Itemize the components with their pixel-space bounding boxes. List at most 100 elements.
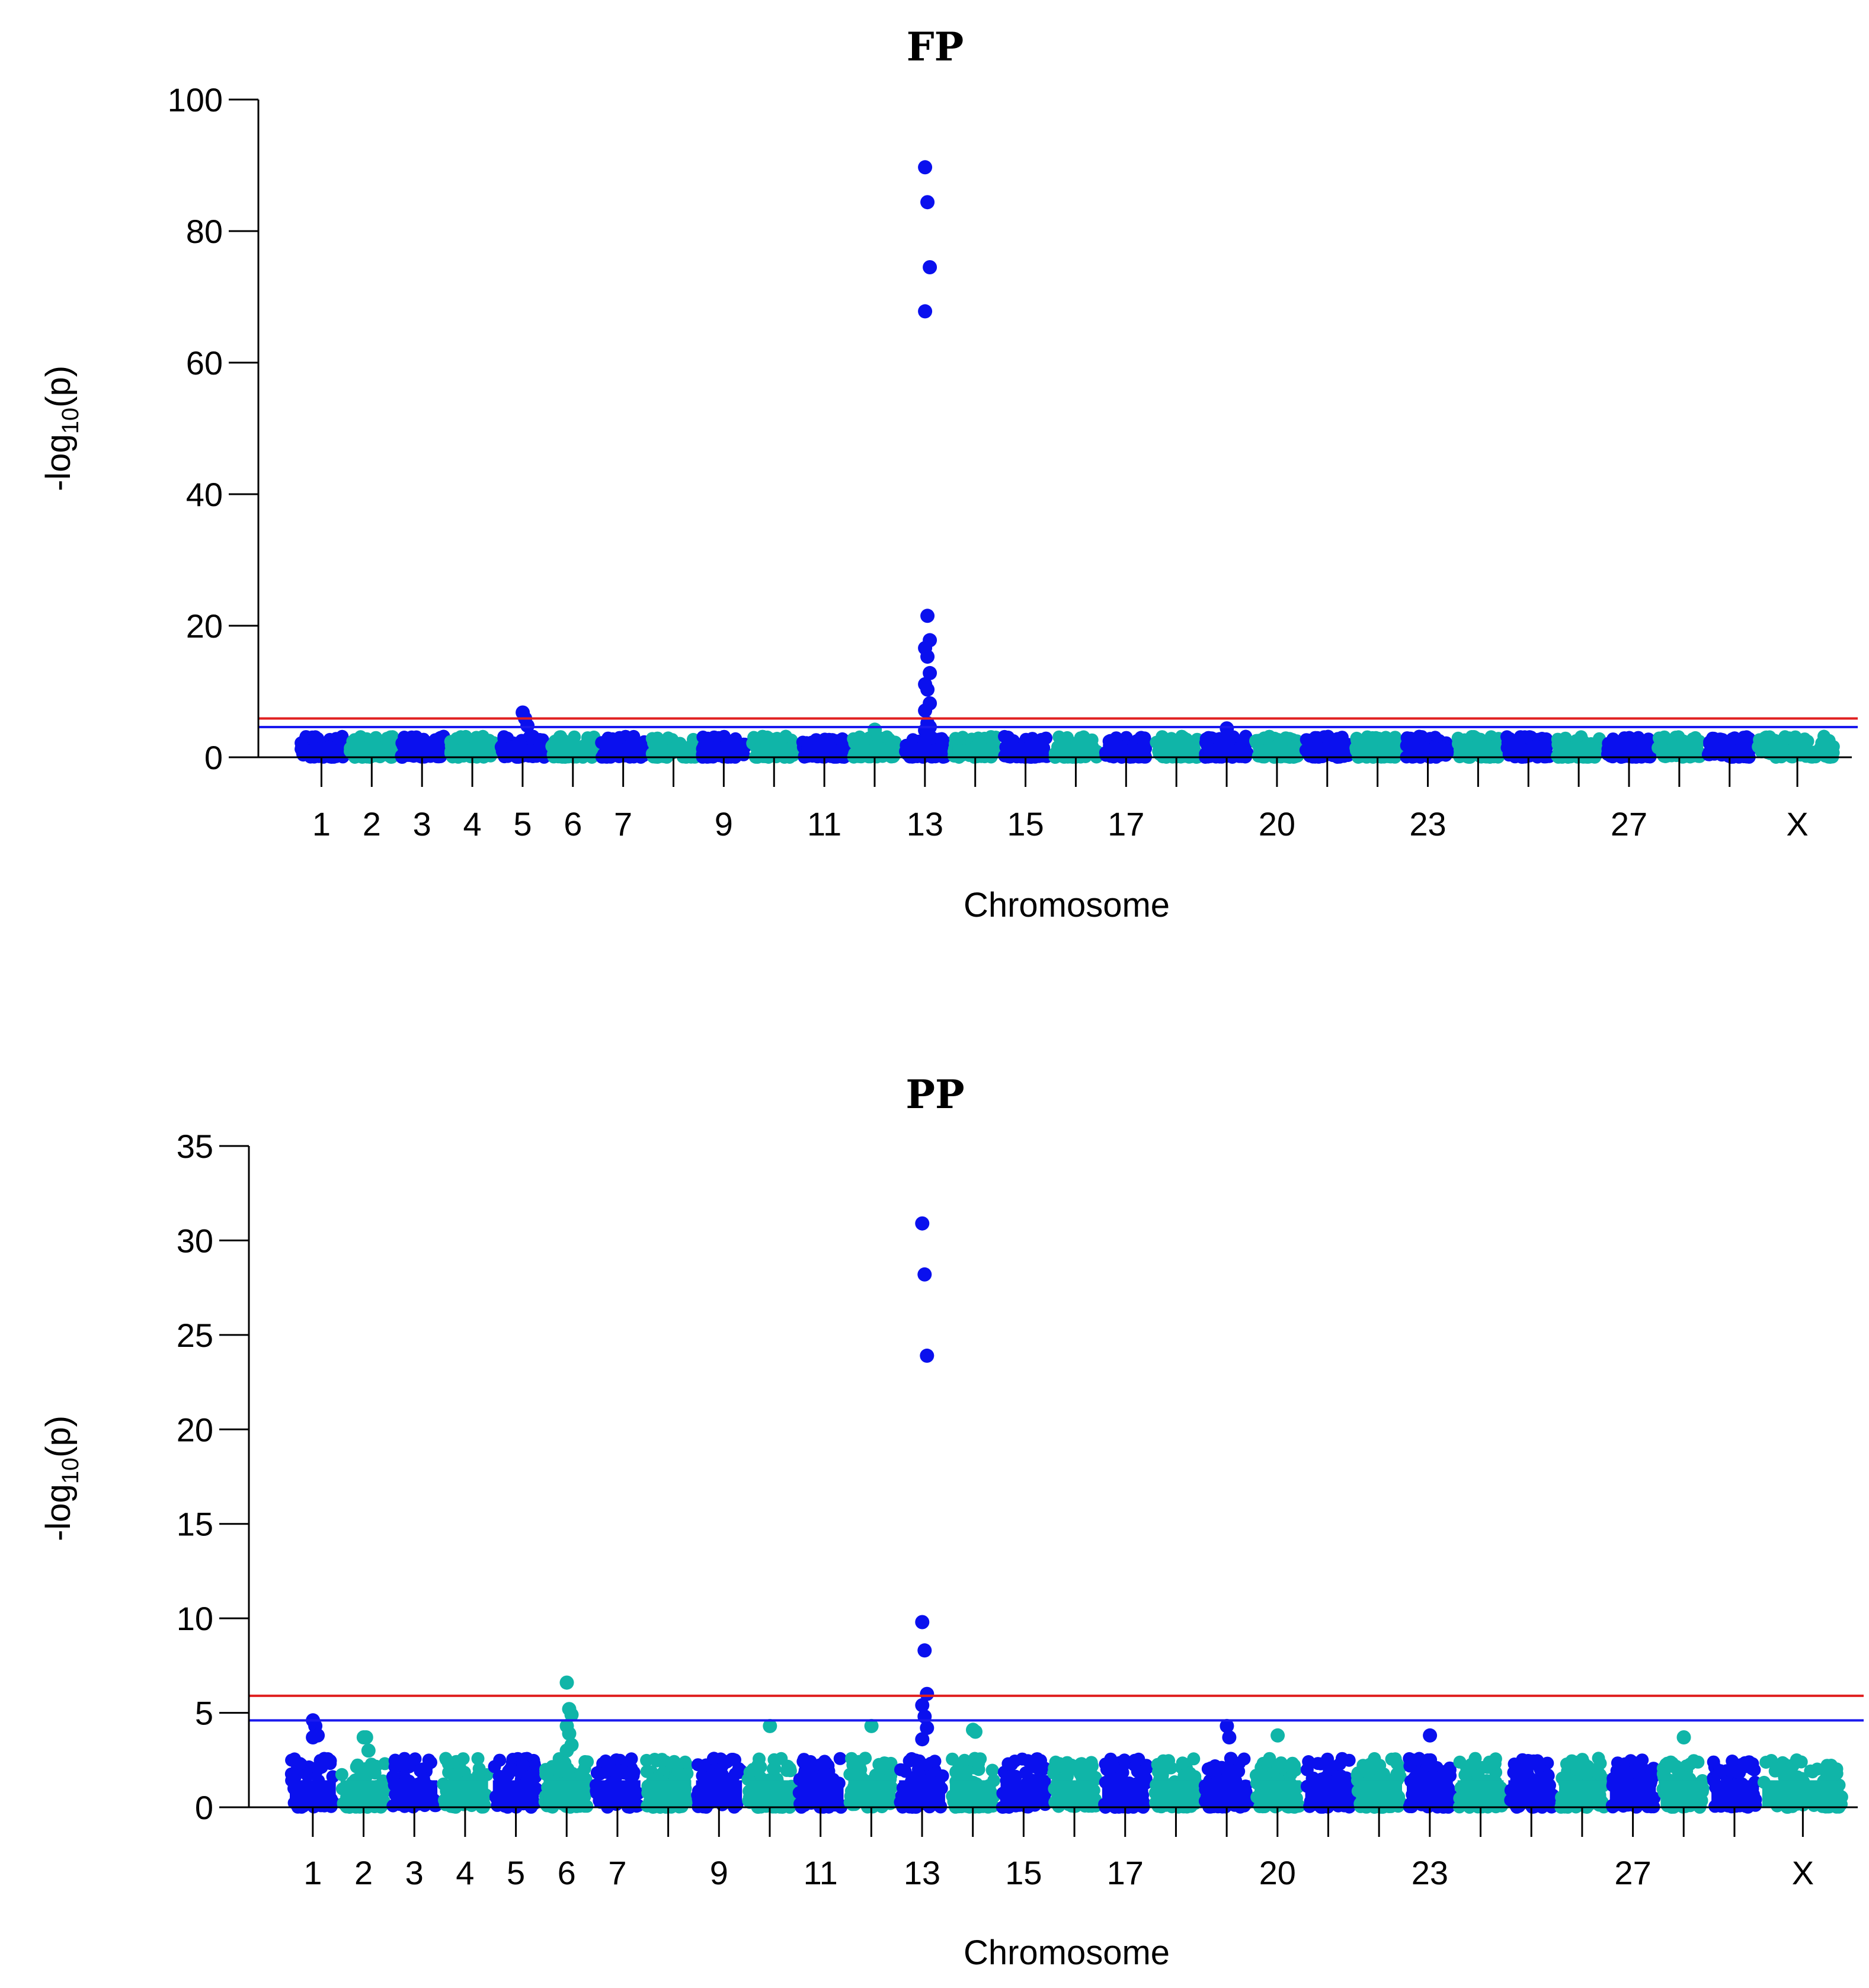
snp-density-band — [747, 1780, 793, 1807]
snp-point — [1342, 1753, 1356, 1767]
snp-point — [512, 1765, 526, 1778]
snp-point — [1728, 731, 1742, 745]
chromosome-25-points — [1504, 1753, 1560, 1814]
snp-point — [1733, 1766, 1746, 1779]
snp-density-band — [949, 1780, 996, 1807]
snp-point — [928, 1755, 942, 1768]
snp-point — [640, 1765, 654, 1778]
snp-density-band — [1204, 745, 1250, 757]
snp-point — [714, 1763, 728, 1776]
snp-density-band — [1660, 1780, 1707, 1807]
snp-density-band — [751, 745, 797, 757]
chromosome-29-points — [1707, 1755, 1762, 1814]
chromosome-11-points — [796, 732, 852, 764]
snp-point — [1713, 1764, 1727, 1778]
snp-point — [936, 1769, 949, 1782]
snp-density-band — [442, 1780, 488, 1807]
snp-point — [1453, 1755, 1467, 1769]
snp-point — [667, 1755, 681, 1768]
chromosome-label: 4 — [463, 805, 481, 843]
snp-point — [1526, 1757, 1540, 1770]
snp-density-band — [1505, 745, 1551, 757]
chromosome-2-points — [335, 1757, 392, 1814]
chromosome-11-points — [792, 1752, 848, 1814]
peak-snp-point — [923, 665, 937, 680]
snp-point — [949, 732, 962, 745]
snp-density-band — [1103, 745, 1149, 757]
snp-density-band — [651, 745, 696, 757]
snp-density-band — [1204, 1780, 1250, 1807]
snp-density-band — [1757, 745, 1838, 757]
snp-point — [293, 1757, 307, 1771]
snp-point — [1691, 1755, 1705, 1769]
chromosome-9-points — [691, 1752, 747, 1814]
chromosome-8-points — [640, 1753, 694, 1814]
snp-point — [1208, 1759, 1222, 1772]
snp-point — [473, 733, 487, 746]
snp-density-band — [543, 1780, 590, 1807]
snp-point — [1164, 732, 1178, 745]
snp-point — [1271, 1759, 1285, 1773]
snp-point — [1057, 732, 1071, 745]
snp-point — [883, 733, 896, 747]
snp-density-band — [899, 1780, 945, 1807]
snp-point — [799, 1766, 812, 1779]
chromosome-28-points — [1656, 1754, 1710, 1814]
snp-point — [1758, 731, 1772, 744]
snp-point — [444, 735, 457, 748]
snp-point — [578, 1755, 592, 1768]
chromosome-1-points — [284, 1752, 340, 1814]
snp-density-band — [848, 1780, 895, 1807]
snp-point — [894, 1763, 907, 1776]
snp-point — [552, 734, 565, 748]
snp-point — [626, 1769, 640, 1782]
snp-density-band — [1407, 1780, 1453, 1807]
snp-point — [905, 1752, 919, 1765]
snp-point — [417, 732, 430, 746]
snp-density-band — [290, 1780, 336, 1807]
snp-density-band — [952, 745, 998, 757]
snp-density-band — [399, 745, 445, 757]
chromosome-6-points — [538, 1752, 595, 1814]
chromosome-22-points — [1350, 1752, 1407, 1814]
snp-density-band — [1711, 1780, 1758, 1807]
y-tick-label: 40 — [186, 476, 223, 513]
y-tick-label: 80 — [186, 213, 223, 250]
snp-point — [399, 1757, 413, 1771]
chromosome-15-points — [996, 1752, 1052, 1814]
snp-point — [1099, 1757, 1112, 1771]
snp-density-band — [340, 1780, 387, 1807]
snp-point — [767, 1753, 781, 1766]
snp-point — [760, 730, 774, 744]
peak-snp-point — [920, 682, 935, 697]
snp-density-band — [1051, 1780, 1097, 1807]
chromosome-13-points — [894, 1752, 949, 1814]
snp-point — [1150, 735, 1163, 749]
snp-point — [1707, 731, 1721, 745]
snp-point — [1665, 1759, 1678, 1773]
fp-x-axis: 1 2 3 4 5 6 7 9 11 13 15 17 20 23 27 X — [258, 756, 1852, 843]
snp-density-band — [449, 745, 495, 757]
chromosome-2-points — [344, 730, 400, 764]
snp-density-band — [1153, 745, 1199, 757]
snp-point — [1390, 1757, 1404, 1771]
chromosome-3-points — [395, 729, 450, 764]
snp-point — [1593, 1756, 1607, 1770]
snp-point — [1008, 1755, 1022, 1768]
chromosome-17-points — [1099, 731, 1153, 764]
snp-point — [844, 1768, 858, 1782]
snp-density-band — [1254, 1780, 1301, 1807]
snp-density-band — [1000, 1780, 1047, 1807]
snp-point — [541, 1768, 554, 1781]
snp-point — [335, 1768, 348, 1781]
snp-point — [823, 732, 836, 746]
snp-point — [1118, 1753, 1131, 1767]
peak-snp-point — [920, 609, 935, 623]
chromosome-23-points — [1403, 1752, 1458, 1814]
peak-snp-point — [920, 195, 935, 210]
snp-density-band — [700, 745, 747, 757]
chromosome-label: 7 — [614, 805, 632, 843]
